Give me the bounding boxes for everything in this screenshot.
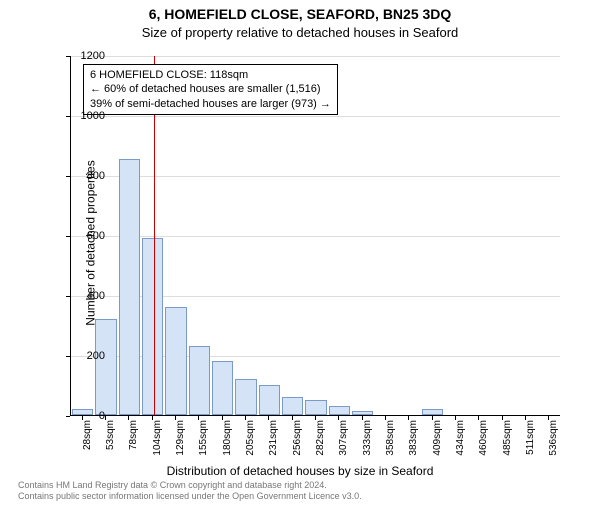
histogram-bar (352, 411, 373, 416)
gridline (71, 56, 560, 57)
y-tick-mark (66, 56, 70, 57)
x-tick-label: 28sqm (82, 420, 93, 470)
x-tick-label: 536sqm (548, 420, 559, 470)
y-tick-mark (66, 416, 70, 417)
histogram-bar (119, 159, 140, 416)
footer-credits: Contains HM Land Registry data © Crown c… (18, 480, 362, 503)
y-tick-label: 400 (70, 290, 105, 302)
histogram-bar (422, 409, 443, 415)
x-tick-label: 307sqm (338, 420, 349, 470)
footer-line-1: Contains HM Land Registry data © Crown c… (18, 480, 362, 491)
y-tick-mark (66, 296, 70, 297)
y-tick-mark (66, 176, 70, 177)
chart-plot-area: 6 HOMEFIELD CLOSE: 118sqm ← 60% of detac… (70, 56, 560, 416)
x-tick-label: 383sqm (408, 420, 419, 470)
x-tick-label: 333sqm (362, 420, 373, 470)
y-tick-mark (66, 236, 70, 237)
histogram-bar (189, 346, 210, 415)
x-tick-label: 205sqm (245, 420, 256, 470)
histogram-bar (282, 397, 303, 415)
chart-subtitle: Size of property relative to detached ho… (0, 25, 600, 40)
x-tick-label: 485sqm (502, 420, 513, 470)
x-tick-label: 129sqm (175, 420, 186, 470)
gridline (71, 236, 560, 237)
annotation-line-1: 6 HOMEFIELD CLOSE: 118sqm (90, 68, 331, 82)
y-tick-label: 200 (70, 350, 105, 362)
annotation-line-3: 39% of semi-detached houses are larger (… (90, 97, 331, 111)
y-tick-label: 600 (70, 230, 105, 242)
x-tick-label: 78sqm (128, 420, 139, 470)
x-tick-label: 511sqm (525, 420, 536, 470)
x-tick-label: 155sqm (198, 420, 209, 470)
x-tick-label: 282sqm (315, 420, 326, 470)
histogram-bar (259, 385, 280, 415)
y-tick-mark (66, 356, 70, 357)
x-tick-label: 434sqm (455, 420, 466, 470)
y-tick-label: 800 (70, 170, 105, 182)
histogram-bar (165, 307, 186, 415)
y-tick-label: 1000 (70, 110, 105, 122)
y-tick-label: 1200 (70, 50, 105, 62)
x-tick-label: 180sqm (222, 420, 233, 470)
page-title: 6, HOMEFIELD CLOSE, SEAFORD, BN25 3DQ (0, 6, 600, 22)
y-tick-mark (66, 116, 70, 117)
x-tick-label: 460sqm (478, 420, 489, 470)
histogram-bar (142, 238, 163, 415)
gridline (71, 176, 560, 177)
x-tick-label: 256sqm (292, 420, 303, 470)
histogram-bar (235, 379, 256, 415)
x-tick-label: 231sqm (268, 420, 279, 470)
annotation-line-2: ← 60% of detached houses are smaller (1,… (90, 82, 331, 96)
x-tick-label: 104sqm (152, 420, 163, 470)
gridline (71, 116, 560, 117)
histogram-bar (95, 319, 116, 415)
footer-line-2: Contains public sector information licen… (18, 491, 362, 502)
x-tick-label: 358sqm (385, 420, 396, 470)
annotation-box: 6 HOMEFIELD CLOSE: 118sqm ← 60% of detac… (83, 64, 338, 115)
histogram-bar (212, 361, 233, 415)
histogram-bar (329, 406, 350, 415)
x-tick-label: 409sqm (432, 420, 443, 470)
x-tick-label: 53sqm (105, 420, 116, 470)
histogram-bar (305, 400, 326, 415)
